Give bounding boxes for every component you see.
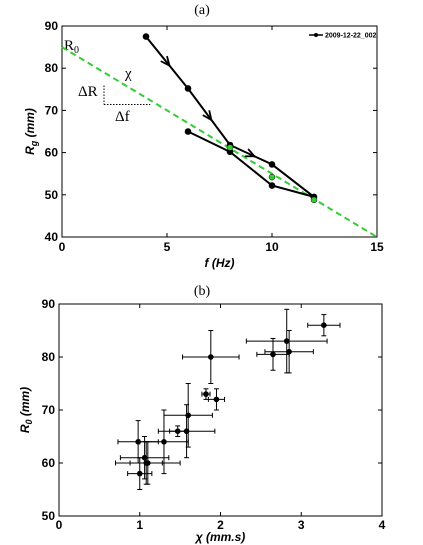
x-tick-label-a: 15 — [370, 240, 384, 254]
plot-a-frame — [61, 25, 378, 238]
y-tick-label-b: 50 — [42, 509, 56, 523]
y-axis-label-b-subscript: 0 — [24, 419, 34, 424]
panel-b-label: (b) — [194, 284, 211, 299]
y-axis-label-a-unit: (mm) — [23, 108, 37, 141]
y-tick-label-a: 70 — [45, 103, 59, 117]
scatter-point — [208, 354, 214, 360]
x-tick-label-b: 1 — [136, 518, 143, 532]
scatter-point — [286, 348, 292, 355]
direction-arrow — [160, 55, 171, 68]
scatter-point — [283, 338, 290, 344]
direction-arrow — [202, 110, 213, 122]
y-tick-label-b: 90 — [42, 297, 56, 311]
y-tick-label-a: 50 — [45, 188, 59, 202]
x-tick-label-a: 10 — [265, 240, 279, 254]
slope-label: χ — [124, 66, 132, 82]
intercept-subscript: 0 — [74, 45, 79, 56]
legend-entry: 2009-12-22_002 — [325, 33, 376, 40]
data-point — [142, 33, 150, 40]
panel-a-label: (a) — [194, 3, 210, 18]
y-tick-label-b: 60 — [42, 456, 56, 470]
legend-marker — [314, 33, 318, 37]
scatter-point — [203, 391, 209, 397]
x-tick-label-b: 2 — [217, 518, 224, 532]
scatter-point — [321, 322, 327, 329]
direction-arrow — [244, 148, 257, 158]
data-point — [268, 182, 276, 189]
highlight-point — [310, 196, 318, 204]
fit-line — [61, 46, 378, 238]
scatter-point — [213, 396, 220, 403]
y-tick-label-b: 80 — [42, 350, 56, 364]
plot-b-frame — [58, 303, 383, 517]
y-tick-label-a: 80 — [45, 61, 59, 75]
y-tick-label-b: 70 — [42, 403, 56, 417]
y-axis-label-b-unit: (mm) — [18, 387, 32, 420]
y-axis-label-a-subscript: g — [29, 140, 39, 147]
y-tick-label-a: 90 — [45, 19, 59, 33]
highlight-point — [268, 173, 276, 181]
scatter-point — [136, 470, 143, 477]
x-tick-label-a: 0 — [59, 240, 66, 254]
scatter-point — [143, 460, 150, 466]
data-point — [184, 128, 192, 135]
data-point — [184, 85, 192, 92]
x-tick-label-b: 4 — [379, 518, 386, 532]
y-tick-label-a: 40 — [45, 230, 59, 244]
scatter-point — [183, 428, 190, 435]
x-axis-label-a: f (Hz) — [205, 256, 235, 270]
data-point — [268, 161, 276, 168]
x-tick-label-b: 0 — [56, 518, 63, 532]
x-axis-label-b: χ (mm.s) — [194, 530, 246, 544]
highlight-point — [226, 144, 234, 151]
x-tick-label-a: 5 — [164, 240, 171, 254]
series-line — [145, 35, 315, 198]
y-tick-label-a: 60 — [45, 146, 59, 160]
x-tick-label-b: 3 — [298, 518, 305, 532]
y-axis-label-a: Rg (mm) — [23, 108, 39, 155]
y-axis-label-b: R0 (mm) — [18, 387, 34, 433]
delta-r-label: ΔR — [78, 84, 98, 100]
scatter-point — [270, 351, 276, 358]
scatter-point — [161, 439, 167, 445]
delta-f-label: Δf — [115, 109, 130, 125]
